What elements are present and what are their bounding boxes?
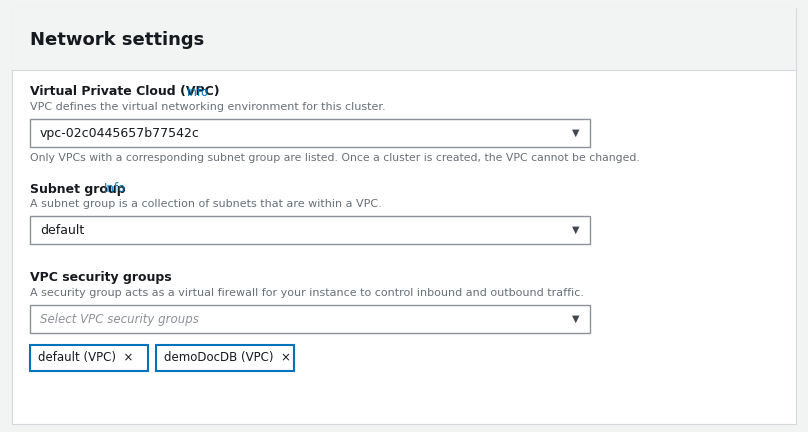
Text: Info: Info [103, 182, 126, 196]
Text: Subnet group: Subnet group [30, 182, 125, 196]
Text: Info: Info [187, 86, 209, 98]
Text: A subnet group is a collection of subnets that are within a VPC.: A subnet group is a collection of subnet… [30, 199, 381, 209]
Text: default: default [40, 223, 84, 236]
FancyBboxPatch shape [30, 119, 590, 147]
FancyBboxPatch shape [30, 345, 148, 371]
FancyBboxPatch shape [156, 345, 294, 371]
Text: VPC security groups: VPC security groups [30, 271, 171, 285]
Text: ▼: ▼ [572, 314, 580, 324]
Text: Virtual Private Cloud (VPC): Virtual Private Cloud (VPC) [30, 86, 220, 98]
FancyBboxPatch shape [30, 216, 590, 244]
Text: A security group acts as a virtual firewall for your instance to control inbound: A security group acts as a virtual firew… [30, 288, 584, 298]
FancyBboxPatch shape [30, 305, 590, 333]
Text: ▼: ▼ [572, 225, 580, 235]
FancyBboxPatch shape [12, 8, 796, 424]
Text: VPC defines the virtual networking environment for this cluster.: VPC defines the virtual networking envir… [30, 102, 385, 112]
Text: Only VPCs with a corresponding subnet group are listed. Once a cluster is create: Only VPCs with a corresponding subnet gr… [30, 153, 640, 163]
Text: ▼: ▼ [572, 128, 580, 138]
Text: vpc-02c0445657b77542c: vpc-02c0445657b77542c [40, 127, 200, 140]
FancyBboxPatch shape [12, 8, 796, 70]
Text: Network settings: Network settings [30, 31, 204, 49]
Text: demoDocDB (VPC)  ×: demoDocDB (VPC) × [164, 352, 291, 365]
Text: Select VPC security groups: Select VPC security groups [40, 312, 199, 325]
Text: default (VPC)  ×: default (VPC) × [38, 352, 133, 365]
